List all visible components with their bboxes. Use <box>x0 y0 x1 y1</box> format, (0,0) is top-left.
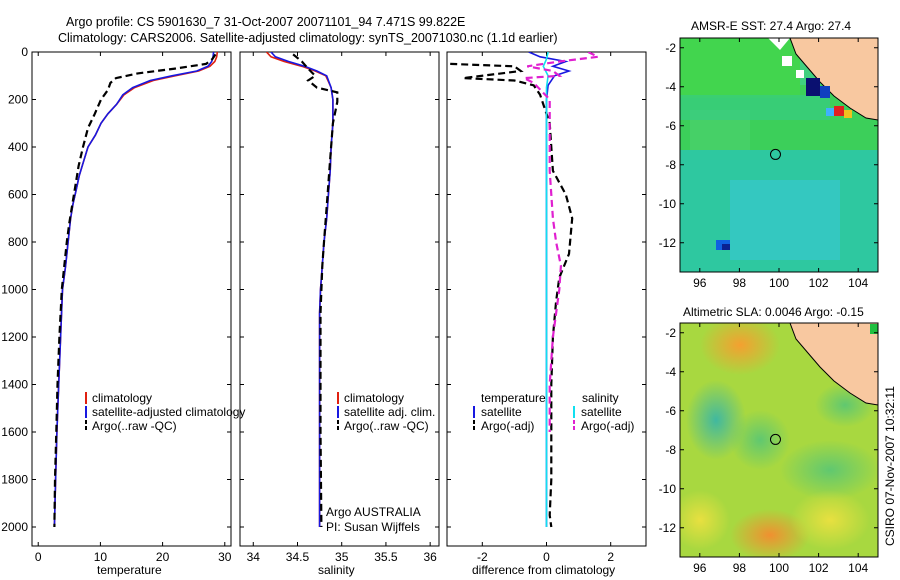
y-tick-label: -4 <box>665 80 676 94</box>
salinity-xlabel: salinity <box>318 563 355 577</box>
y-tick-label: -12 <box>659 521 677 535</box>
legend-label-temp-satellite: satellite <box>481 405 522 419</box>
y-tick-label: 1000 <box>1 283 28 297</box>
figure-title-line2: Climatology: CARS2006. Satellite-adjuste… <box>58 31 558 45</box>
x-tick-label: 104 <box>848 276 868 290</box>
y-tick-label: -2 <box>665 326 676 340</box>
legend-label-temp-argo: Argo(-adj) <box>481 419 534 433</box>
legend-label-argo: Argo(..raw -QC) <box>92 419 177 433</box>
series-line <box>53 53 217 528</box>
y-tick-label: 1600 <box>1 425 28 439</box>
x-tick-label: 102 <box>809 561 829 575</box>
y-tick-label: 1400 <box>1 378 28 392</box>
x-tick-label: -2 <box>477 550 488 564</box>
y-tick-label: -8 <box>665 158 676 172</box>
y-tick-label: 2000 <box>1 520 28 534</box>
credit-label: CSIRO 07-Nov-2007 10:32:11 <box>883 386 897 546</box>
figure-title-line1: Argo profile: CS 5901630_7 31-Oct-2007 2… <box>66 15 465 29</box>
series-line <box>53 52 219 528</box>
argo-position-marker <box>769 433 781 445</box>
difference-ticks: -2 0 2 <box>447 51 646 564</box>
temperature-legend: climatology satellite-adjusted climatolo… <box>85 391 245 433</box>
x-tick-label: 20 <box>156 550 170 564</box>
salinity-legend: climatology satellite adj. clim. Argo(..… <box>337 391 435 433</box>
argo-australia-label: Argo AUSTRALIA <box>326 505 421 519</box>
temperature-xlabel: temperature <box>97 563 162 577</box>
series-line <box>292 53 339 528</box>
legend-heading-temperature: temperature <box>481 391 546 405</box>
sla-map-ticks: 96 98 100 102 104 -2 -4 -6 -8 -10 -12 <box>659 323 878 575</box>
y-tick-label: 1200 <box>1 330 28 344</box>
sla-map <box>680 323 878 557</box>
salinity-lines <box>265 52 339 528</box>
y-tick-label: 400 <box>8 140 28 154</box>
difference-legend: temperature salinity satellite Argo(-adj… <box>473 391 634 433</box>
x-tick-label: 34 <box>247 550 261 564</box>
x-tick-label: 2 <box>607 550 614 564</box>
sst-map-title: AMSR-E SST: 27.4 Argo: 27.4 <box>691 19 851 33</box>
temperature-axes <box>31 51 232 547</box>
x-tick-label: 98 <box>733 561 747 575</box>
x-tick-label: 35 <box>335 550 349 564</box>
series-line <box>270 52 334 527</box>
legend-label-satellite: satellite-adjusted climatology <box>92 405 245 419</box>
y-tick-label: -10 <box>659 482 677 496</box>
salinity-axes <box>239 51 440 547</box>
difference-lines <box>450 52 602 528</box>
x-tick-label: 96 <box>693 276 707 290</box>
series-line <box>265 52 334 527</box>
y-tick-label: -8 <box>665 443 676 457</box>
x-tick-label: 98 <box>733 276 747 290</box>
salinity-ticks: 34 34.5 35 35.5 36 <box>240 51 439 564</box>
y-tick-label: 800 <box>8 235 28 249</box>
y-tick-label: -12 <box>659 236 677 250</box>
y-tick-label: 200 <box>8 93 28 107</box>
series-line <box>542 52 549 527</box>
x-tick-label: 30 <box>218 550 232 564</box>
y-tick-label: -6 <box>665 119 676 133</box>
x-tick-label: 34.5 <box>286 550 310 564</box>
y-tick-label: 1800 <box>1 473 28 487</box>
x-tick-label: 104 <box>848 561 868 575</box>
y-tick-label: -6 <box>665 404 676 418</box>
temperature-lines <box>53 52 219 528</box>
temperature-ticks: 0 10 20 30 0 200 400 600 800 1000 1200 1400 1600 1800… <box>1 45 231 564</box>
x-tick-label: 0 <box>543 550 550 564</box>
legend-label-climatology: climatology <box>344 391 404 405</box>
y-tick-label: -10 <box>659 197 677 211</box>
y-tick-label: 0 <box>21 45 28 59</box>
x-tick-label: 100 <box>769 561 789 575</box>
x-tick-label: 0 <box>35 550 42 564</box>
legend-label-sal-argo: Argo(-adj) <box>581 419 634 433</box>
series-line <box>519 52 602 432</box>
series-line <box>450 62 574 528</box>
y-tick-label: -2 <box>665 41 676 55</box>
x-tick-label: 10 <box>94 550 108 564</box>
sla-map-title: Altimetric SLA: 0.0046 Argo: -0.15 <box>683 305 864 319</box>
difference-xlabel: difference from climatology <box>472 563 615 577</box>
argo-position-marker <box>769 148 781 160</box>
y-tick-label: 600 <box>8 188 28 202</box>
x-tick-label: 102 <box>809 276 829 290</box>
pi-label: PI: Susan Wijffels <box>326 520 420 534</box>
legend-label-climatology: climatology <box>92 391 152 405</box>
legend-label-satellite: satellite adj. clim. <box>344 405 435 419</box>
sst-map-ticks: 96 98 100 102 104 -2 -4 -6 -8 -10 -12 <box>659 38 878 290</box>
x-tick-label: 36 <box>423 550 437 564</box>
series-line <box>53 52 215 528</box>
x-tick-label: 35.5 <box>374 550 398 564</box>
legend-label-argo: Argo(..raw -QC) <box>344 419 429 433</box>
sst-map <box>680 38 878 272</box>
y-tick-label: -4 <box>665 365 676 379</box>
x-tick-label: 96 <box>693 561 707 575</box>
legend-heading-salinity: salinity <box>582 391 619 405</box>
x-tick-label: 100 <box>769 276 789 290</box>
legend-label-sal-satellite: satellite <box>581 405 622 419</box>
